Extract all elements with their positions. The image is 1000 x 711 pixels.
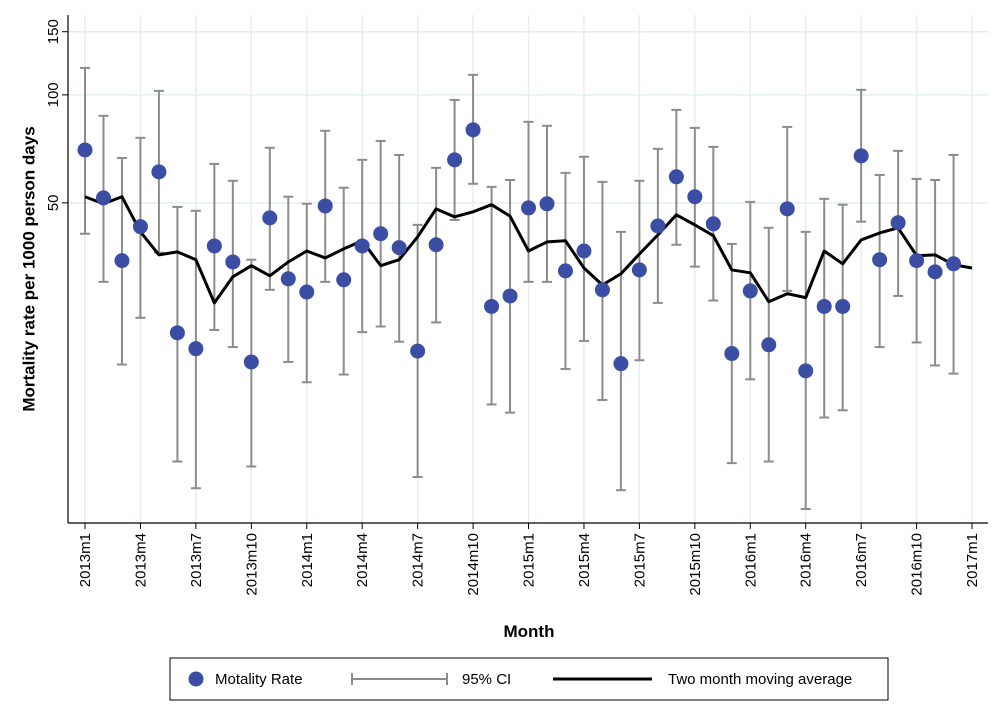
rate-point (576, 243, 592, 259)
moving-average-line (84, 195, 973, 305)
rate-point (853, 148, 869, 164)
rate-point (95, 190, 111, 206)
rate-point (779, 201, 795, 217)
rate-point (835, 298, 851, 314)
x-tick-label: 2016m4 (798, 533, 815, 587)
rate-point (206, 238, 222, 254)
legend-label: 95% CI (462, 671, 511, 688)
rate-point (132, 219, 148, 235)
rate-point (391, 240, 407, 256)
x-tick-label: 2017m1 (964, 533, 981, 587)
x-tick-label: 2016m1 (742, 533, 759, 587)
rate-point (946, 256, 962, 272)
x-tick-label: 2015m7 (631, 533, 648, 587)
rate-point (890, 215, 906, 231)
rate-point (410, 343, 426, 359)
x-tick-label: 2014m1 (299, 533, 316, 587)
rate-point (594, 282, 610, 298)
rate-point (724, 346, 740, 362)
legend-label: Motality Rate (215, 671, 303, 688)
x-axis-title: Month (504, 622, 555, 641)
rate-point (225, 254, 241, 270)
rate-point (742, 283, 758, 299)
rate-point (909, 253, 925, 269)
rate-point (354, 238, 370, 254)
rate-point (557, 263, 573, 279)
x-tick-label: 2015m4 (576, 533, 593, 587)
rate-point (447, 152, 463, 168)
rate-point (114, 253, 130, 269)
rate-point (373, 226, 389, 242)
rate-point (816, 298, 832, 314)
rate-point (502, 288, 518, 304)
rate-point (539, 196, 555, 212)
x-tick-label: 2016m10 (909, 533, 926, 596)
y-tick-label: 100 (45, 82, 62, 107)
y-tick-label: 150 (45, 19, 62, 44)
x-tick-label: 2013m10 (243, 533, 260, 596)
y-tick-label: 50 (45, 194, 62, 211)
rate-point (761, 337, 777, 353)
error-bar (486, 185, 497, 406)
y-axis-title: Mortality rate per 1000 person days (19, 126, 38, 411)
rate-point (484, 298, 500, 314)
legend-box (169, 657, 889, 701)
rate-point (336, 272, 352, 288)
rate-point (705, 216, 721, 232)
rate-point (169, 325, 185, 341)
rate-point (262, 210, 278, 226)
rate-point (872, 252, 888, 268)
rate-point (428, 237, 444, 253)
rate-point (151, 164, 167, 180)
x-tick-label: 2015m10 (687, 533, 704, 596)
rate-point (798, 363, 814, 379)
rate-point (927, 264, 943, 280)
rate-point (631, 262, 647, 278)
x-tick-label: 2016m7 (853, 533, 870, 587)
rate-point (299, 284, 315, 300)
legend-label: Two month moving average (668, 671, 852, 688)
rate-point (465, 122, 481, 138)
x-tick-label: 2013m4 (132, 533, 149, 587)
rate-point (188, 341, 204, 357)
x-tick-label: 2015m1 (521, 533, 538, 587)
rate-point (521, 200, 537, 216)
x-tick-label: 2014m10 (465, 533, 482, 596)
x-tick-label: 2013m1 (77, 533, 94, 587)
rate-point (613, 356, 629, 372)
x-tick-label: 2014m7 (410, 533, 427, 587)
rate-point (77, 142, 93, 158)
rate-point (687, 189, 703, 205)
rate-point (650, 218, 666, 234)
rate-point (243, 354, 259, 370)
legend-marker (188, 671, 204, 687)
x-tick-label: 2013m7 (188, 533, 205, 587)
rate-point (668, 169, 684, 185)
rate-point (280, 271, 296, 287)
rate-point (317, 198, 333, 214)
x-tick-label: 2014m4 (354, 533, 371, 587)
